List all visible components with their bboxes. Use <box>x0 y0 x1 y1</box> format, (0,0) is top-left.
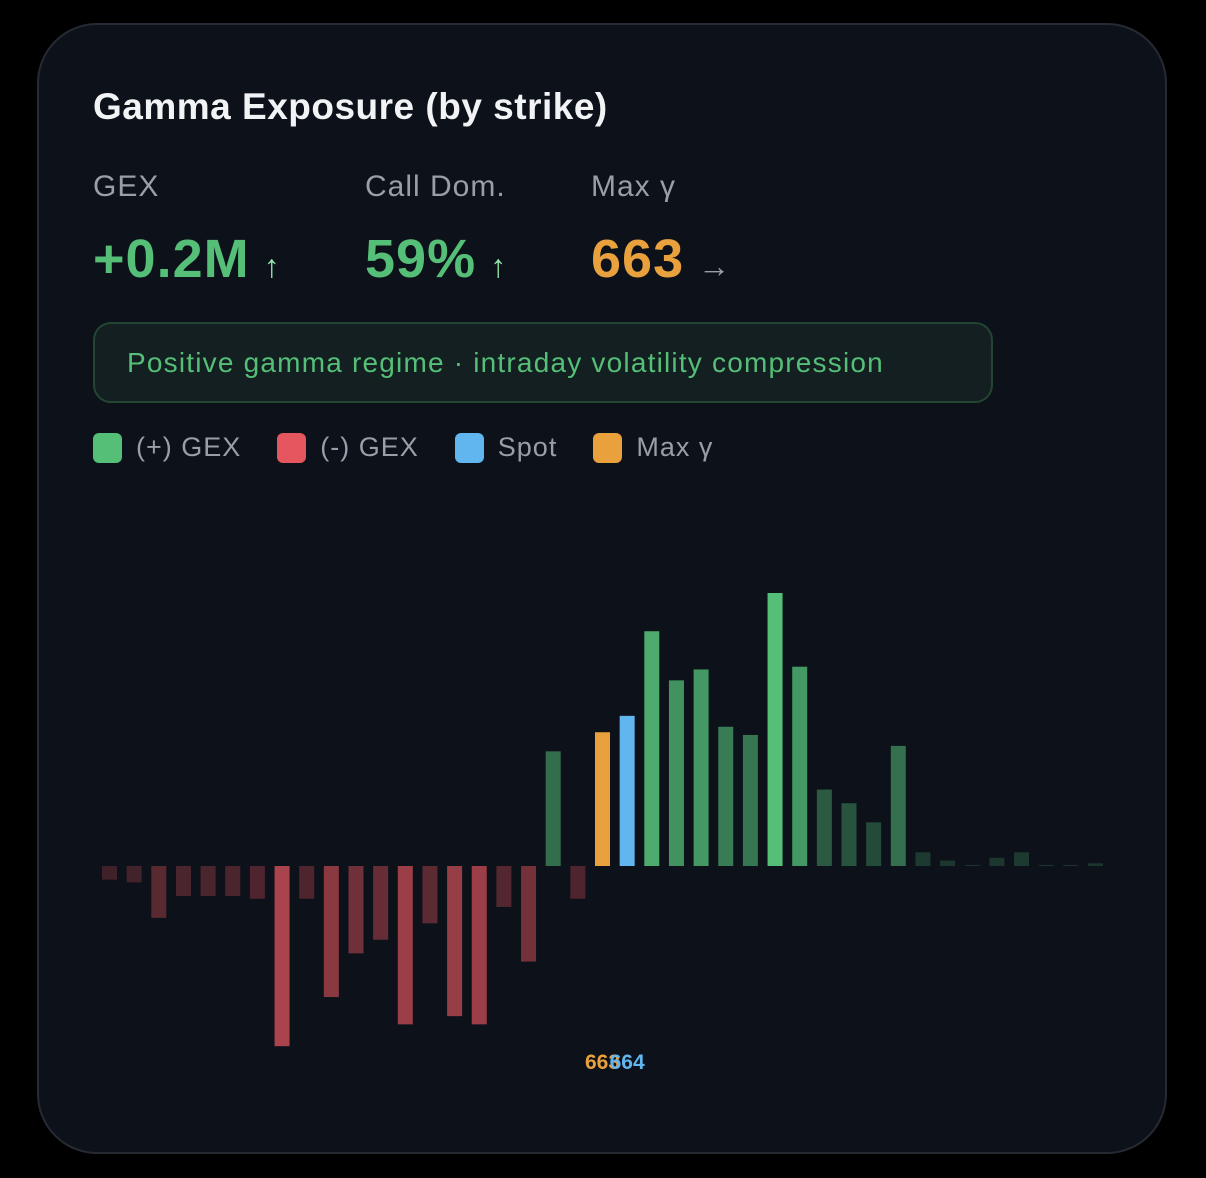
stat-call-dominance: Call Dom. 59% ↑ <box>365 170 506 289</box>
bar-strike-667 <box>693 669 709 866</box>
bar-strike-679 <box>989 857 1005 866</box>
bar-strike-654 <box>373 866 389 940</box>
arrow-right-icon: → <box>698 248 732 284</box>
bar-strike-659 <box>496 866 512 907</box>
bar-strike-676 <box>915 852 931 866</box>
bar-strike-651 <box>299 866 315 899</box>
stat-value: 663 → <box>591 229 732 289</box>
legend-swatch <box>93 432 122 463</box>
bar-strike-649 <box>249 866 265 899</box>
legend-positive-gex: (+) GEX <box>93 432 241 463</box>
legend: (+) GEX (-) GEX Spot Max γ <box>93 432 749 463</box>
legend-max-gamma: Max γ <box>593 432 713 463</box>
bar-strike-682 <box>1063 864 1079 866</box>
bar-strike-657 <box>447 866 463 1017</box>
stat-label: Call Dom. <box>365 170 506 203</box>
legend-swatch <box>454 432 484 463</box>
stat-value: +0.2M ↑ <box>93 229 281 289</box>
bar-strike-661 <box>545 751 561 866</box>
bar-strike-655 <box>397 866 413 1025</box>
bar-strike-675 <box>890 745 906 866</box>
bar-strike-648 <box>225 866 241 897</box>
bar-strike-680 <box>1014 852 1030 866</box>
legend-swatch <box>277 432 307 463</box>
bar-strike-646 <box>175 866 191 897</box>
bar-strike-652 <box>323 866 339 998</box>
bar-strike-653 <box>348 866 364 954</box>
stat-max-gamma: Max γ 663 → <box>591 170 730 289</box>
bar-strike-669 <box>742 734 758 866</box>
bar-strike-662 <box>570 866 586 899</box>
stat-gex: GEX +0.2M ↑ <box>93 170 280 289</box>
arrow-up-icon: ↑ <box>490 248 508 284</box>
card-title: Gamma Exposure (by strike) <box>93 86 608 127</box>
bar-strike-660 <box>521 866 537 962</box>
bar-strike-683 <box>1088 863 1103 866</box>
bar-strike-668 <box>718 726 734 866</box>
legend-spot: Spot <box>454 432 558 463</box>
bar-strike-672 <box>816 789 832 866</box>
bar-strike-670 <box>767 593 783 866</box>
bar-strike-674 <box>866 822 882 866</box>
stat-value: 59% ↑ <box>365 229 508 289</box>
bar-strike-644 <box>126 866 142 883</box>
strike-label: 664 <box>610 1051 645 1074</box>
bar-strike-650 <box>274 866 290 1047</box>
bar-strike-664 <box>619 715 635 866</box>
bar-strike-647 <box>200 866 216 897</box>
bar-strike-645 <box>151 866 167 918</box>
strike-label: 663 <box>585 1051 620 1074</box>
legend-negative-gex: (-) GEX <box>277 432 419 463</box>
legend-swatch <box>593 432 623 463</box>
arrow-up-icon: ↑ <box>263 248 281 284</box>
bar-strike-677 <box>940 860 956 866</box>
gex-card <box>37 23 1167 1154</box>
bar-strike-658 <box>471 866 487 1025</box>
bar-strike-681 <box>1038 864 1054 866</box>
bar-strike-656 <box>422 866 438 924</box>
stat-label: Max γ <box>591 170 677 203</box>
bar-strike-673 <box>841 803 857 866</box>
regime-banner: Positive gamma regime · intraday volatil… <box>93 322 993 403</box>
bar-strike-643 <box>102 866 117 880</box>
bar-strike-678 <box>964 864 980 866</box>
stat-label: GEX <box>93 170 160 203</box>
bar-strike-671 <box>792 666 808 866</box>
bar-strike-663 <box>595 732 610 866</box>
bar-strike-665 <box>644 631 660 866</box>
bar-strike-666 <box>668 680 684 866</box>
